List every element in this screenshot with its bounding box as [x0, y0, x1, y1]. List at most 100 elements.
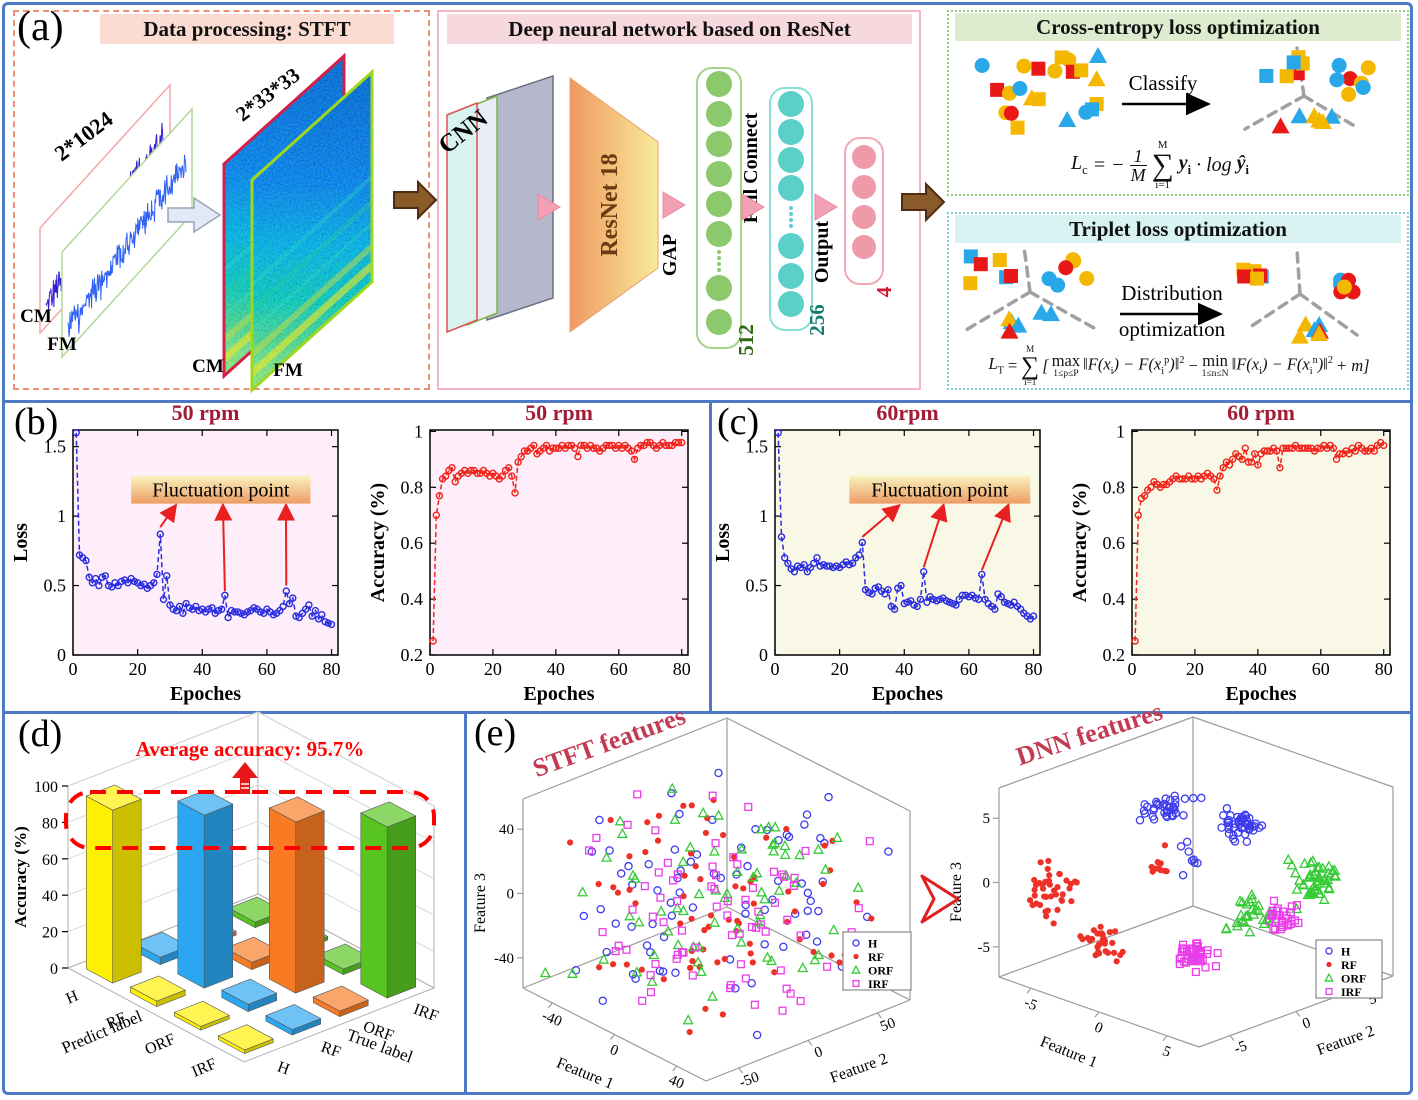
- svg-text:1.5: 1.5: [746, 437, 769, 457]
- panel-label-d: (d): [18, 713, 63, 755]
- acc50-ylabel: Accuracy (%): [367, 483, 389, 602]
- svg-text:0: 0: [771, 659, 780, 679]
- svg-text:80: 80: [323, 659, 341, 679]
- bar3d-zlabel: Accuracy (%): [11, 826, 30, 928]
- stft-header: Data processing: STFT: [100, 14, 394, 44]
- svg-text:40: 40: [1249, 659, 1267, 679]
- stft-plot: -40 0 40 -40 0 40 -50 0 50 Feature 3 Feature 1 Feat…: [472, 701, 912, 1093]
- stage-arrow: [814, 193, 838, 221]
- average-accuracy-label: Average accuracy: 95.7%: [136, 737, 365, 761]
- cross-entropy-header-label: Cross-entropy loss optimization: [1036, 14, 1320, 39]
- dnn-xlabel: Feature 1: [1038, 1033, 1100, 1071]
- panel-label-c: (c): [717, 401, 760, 443]
- svg-text:-5: -5: [978, 940, 991, 956]
- flow-arrow: [393, 179, 438, 221]
- output-label: Output: [811, 221, 833, 284]
- svg-text:40: 40: [42, 888, 58, 905]
- triplet-illustration: Distribution optimization: [963, 245, 1361, 344]
- stage-arrow: [662, 191, 686, 219]
- svg-text:H: H: [275, 1059, 292, 1079]
- dnn-header: Deep neural network based on ResNet: [447, 14, 912, 44]
- tl-min: min 1≤n≤N: [1201, 350, 1229, 380]
- svg-text:0: 0: [426, 659, 435, 679]
- svg-text:5: 5: [1160, 1043, 1173, 1061]
- ce-log: · log: [1196, 154, 1232, 176]
- tl-minus: −: [1187, 355, 1199, 375]
- stft-ylabel: Feature 2: [828, 1050, 890, 1086]
- svg-text:0.5: 0.5: [44, 576, 67, 596]
- svg-text:5: 5: [983, 811, 991, 827]
- tl-open: [: [1042, 355, 1049, 375]
- svg-text:0: 0: [608, 1042, 621, 1060]
- acc60-plot: 0 20 40 60 80 0.2 0.4 0.6 0.8 1 60 rpm Accuracy (%)…: [1069, 400, 1393, 705]
- loss60-plot: 0 20 40 60 80 0 0.5 1 1.5 60rpm Loss Epoches Fluctua…: [712, 400, 1043, 705]
- loss50-plot: 0 20 40 60 80 0 0.5 1 1.5 50 rpm Loss Epoches Fluctu…: [10, 400, 341, 705]
- svg-text:0: 0: [812, 1044, 825, 1062]
- svg-text:0.6: 0.6: [1103, 533, 1126, 553]
- stft-legend-RF: RF: [868, 950, 884, 964]
- tl-norm2: ‖F(xi) − F(xin)‖2: [1231, 354, 1333, 377]
- resnet-label: ResNet 18: [597, 153, 623, 256]
- svg-text:0.5: 0.5: [746, 576, 769, 596]
- svg-text:60: 60: [42, 852, 58, 869]
- cross-entropy-illustration: Classify: [974, 46, 1376, 135]
- flow-arrow: [901, 181, 946, 223]
- svg-text:1: 1: [1116, 421, 1125, 441]
- svg-text:0.4: 0.4: [401, 589, 424, 609]
- triplet-box-border: [947, 212, 1409, 390]
- fm-label: FM: [47, 334, 77, 355]
- acc50-xlabel: Epoches: [523, 683, 594, 705]
- svg-text:20: 20: [484, 659, 502, 679]
- stft-legend-H: H: [868, 937, 878, 951]
- tl-norm1: ‖F(xi) − F(xip)‖2: [1083, 354, 1185, 377]
- n4-label: 4: [872, 286, 896, 297]
- ce-yi: yi: [1178, 152, 1192, 178]
- svg-text:20: 20: [129, 659, 147, 679]
- svg-text:0: 0: [50, 961, 58, 978]
- triplet-formula: LT = M ∑ i=1 [ max 1≤p≤P ‖F(xi) − F(xip)‖2 …: [950, 344, 1408, 388]
- svg-text:IRF: IRF: [189, 1055, 219, 1080]
- stage-arrow: [741, 193, 765, 221]
- cross-entropy-box-border: [947, 10, 1409, 196]
- loss50-xlabel: Epoches: [170, 683, 241, 705]
- acc50-plot: 0 20 40 60 80 0.2 0.4 0.6 0.8 1 50 rpm Accuracy (%)…: [367, 400, 691, 705]
- svg-text:0: 0: [983, 876, 991, 892]
- ce-yhat: ŷi: [1236, 152, 1249, 178]
- svg-text:-40: -40: [540, 1008, 565, 1030]
- svg-text:0.6: 0.6: [401, 533, 424, 553]
- panel-label-e: (e): [474, 712, 517, 754]
- average-accuracy-arrow: [232, 762, 258, 794]
- svg-text:40: 40: [895, 659, 913, 679]
- dnn-legend-IRF: IRF: [1341, 985, 1362, 999]
- svg-text:0.8: 0.8: [401, 477, 424, 497]
- lc-term: Lc: [1071, 152, 1088, 178]
- svg-text:50: 50: [878, 1015, 898, 1035]
- loss60-ylabel: Loss: [712, 523, 734, 562]
- acc60-ylabel: Accuracy (%): [1069, 483, 1091, 602]
- bar3d-xlabel: Predict label: [59, 1006, 145, 1057]
- gap-label: GAP: [659, 234, 681, 276]
- svg-text:1: 1: [414, 421, 423, 441]
- svg-text:20: 20: [831, 659, 849, 679]
- acc60-title: 60 rpm: [1227, 400, 1295, 425]
- svg-text:1.5: 1.5: [44, 437, 67, 457]
- svg-text:0: 0: [1092, 1019, 1105, 1037]
- dnn-ylabel: Feature 2: [1315, 1023, 1377, 1059]
- svg-text:0.4: 0.4: [1103, 589, 1126, 609]
- lt-term: LT: [988, 354, 1004, 377]
- svg-text:60: 60: [258, 659, 276, 679]
- loss50-ylabel: Loss: [10, 523, 32, 562]
- dnn-title: DNN features: [1013, 697, 1166, 772]
- ce-eq: = −: [1092, 154, 1125, 176]
- svg-text:0: 0: [759, 645, 768, 665]
- svg-text:1: 1: [57, 506, 66, 526]
- divider-v-de: [464, 711, 467, 1095]
- stft-legend-ORF: ORF: [868, 964, 893, 978]
- divider-h1: [2, 400, 1413, 403]
- loss60-annotation: Fluctuation point: [871, 480, 1009, 502]
- svg-text:40: 40: [666, 1072, 686, 1092]
- dnn-legend-RF: RF: [1341, 958, 1357, 972]
